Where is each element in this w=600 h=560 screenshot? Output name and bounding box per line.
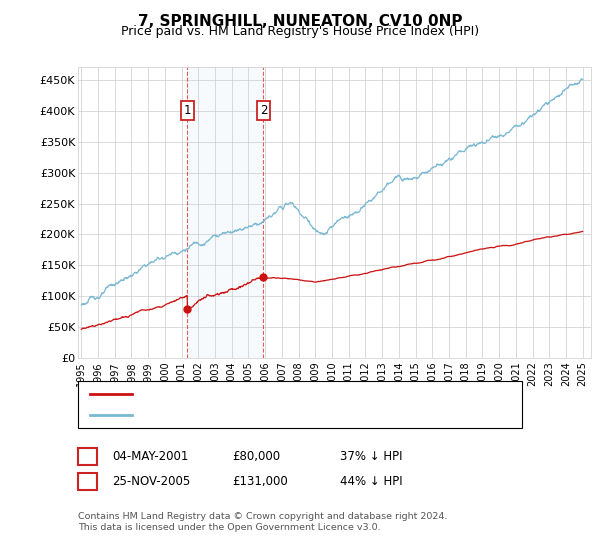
Text: Price paid vs. HM Land Registry's House Price Index (HPI): Price paid vs. HM Land Registry's House … xyxy=(121,25,479,38)
Text: 25-NOV-2005: 25-NOV-2005 xyxy=(112,475,190,488)
Text: 2: 2 xyxy=(84,475,91,488)
Text: 2: 2 xyxy=(260,104,267,117)
Text: Contains HM Land Registry data © Crown copyright and database right 2024.
This d: Contains HM Land Registry data © Crown c… xyxy=(78,512,448,532)
Text: 44% ↓ HPI: 44% ↓ HPI xyxy=(340,475,403,488)
Text: HPI: Average price, detached house, North Warwickshire: HPI: Average price, detached house, Nort… xyxy=(138,410,446,420)
Text: 1: 1 xyxy=(184,104,191,117)
Text: £131,000: £131,000 xyxy=(232,475,288,488)
Text: 04-MAY-2001: 04-MAY-2001 xyxy=(112,450,188,463)
Text: £80,000: £80,000 xyxy=(232,450,280,463)
Text: 37% ↓ HPI: 37% ↓ HPI xyxy=(340,450,403,463)
Text: 1: 1 xyxy=(84,450,91,463)
Text: 7, SPRINGHILL, NUNEATON, CV10 0NP: 7, SPRINGHILL, NUNEATON, CV10 0NP xyxy=(138,14,462,29)
Bar xyxy=(187,67,263,358)
Text: 7, SPRINGHILL, NUNEATON, CV10 0NP (detached house): 7, SPRINGHILL, NUNEATON, CV10 0NP (detac… xyxy=(138,389,446,399)
